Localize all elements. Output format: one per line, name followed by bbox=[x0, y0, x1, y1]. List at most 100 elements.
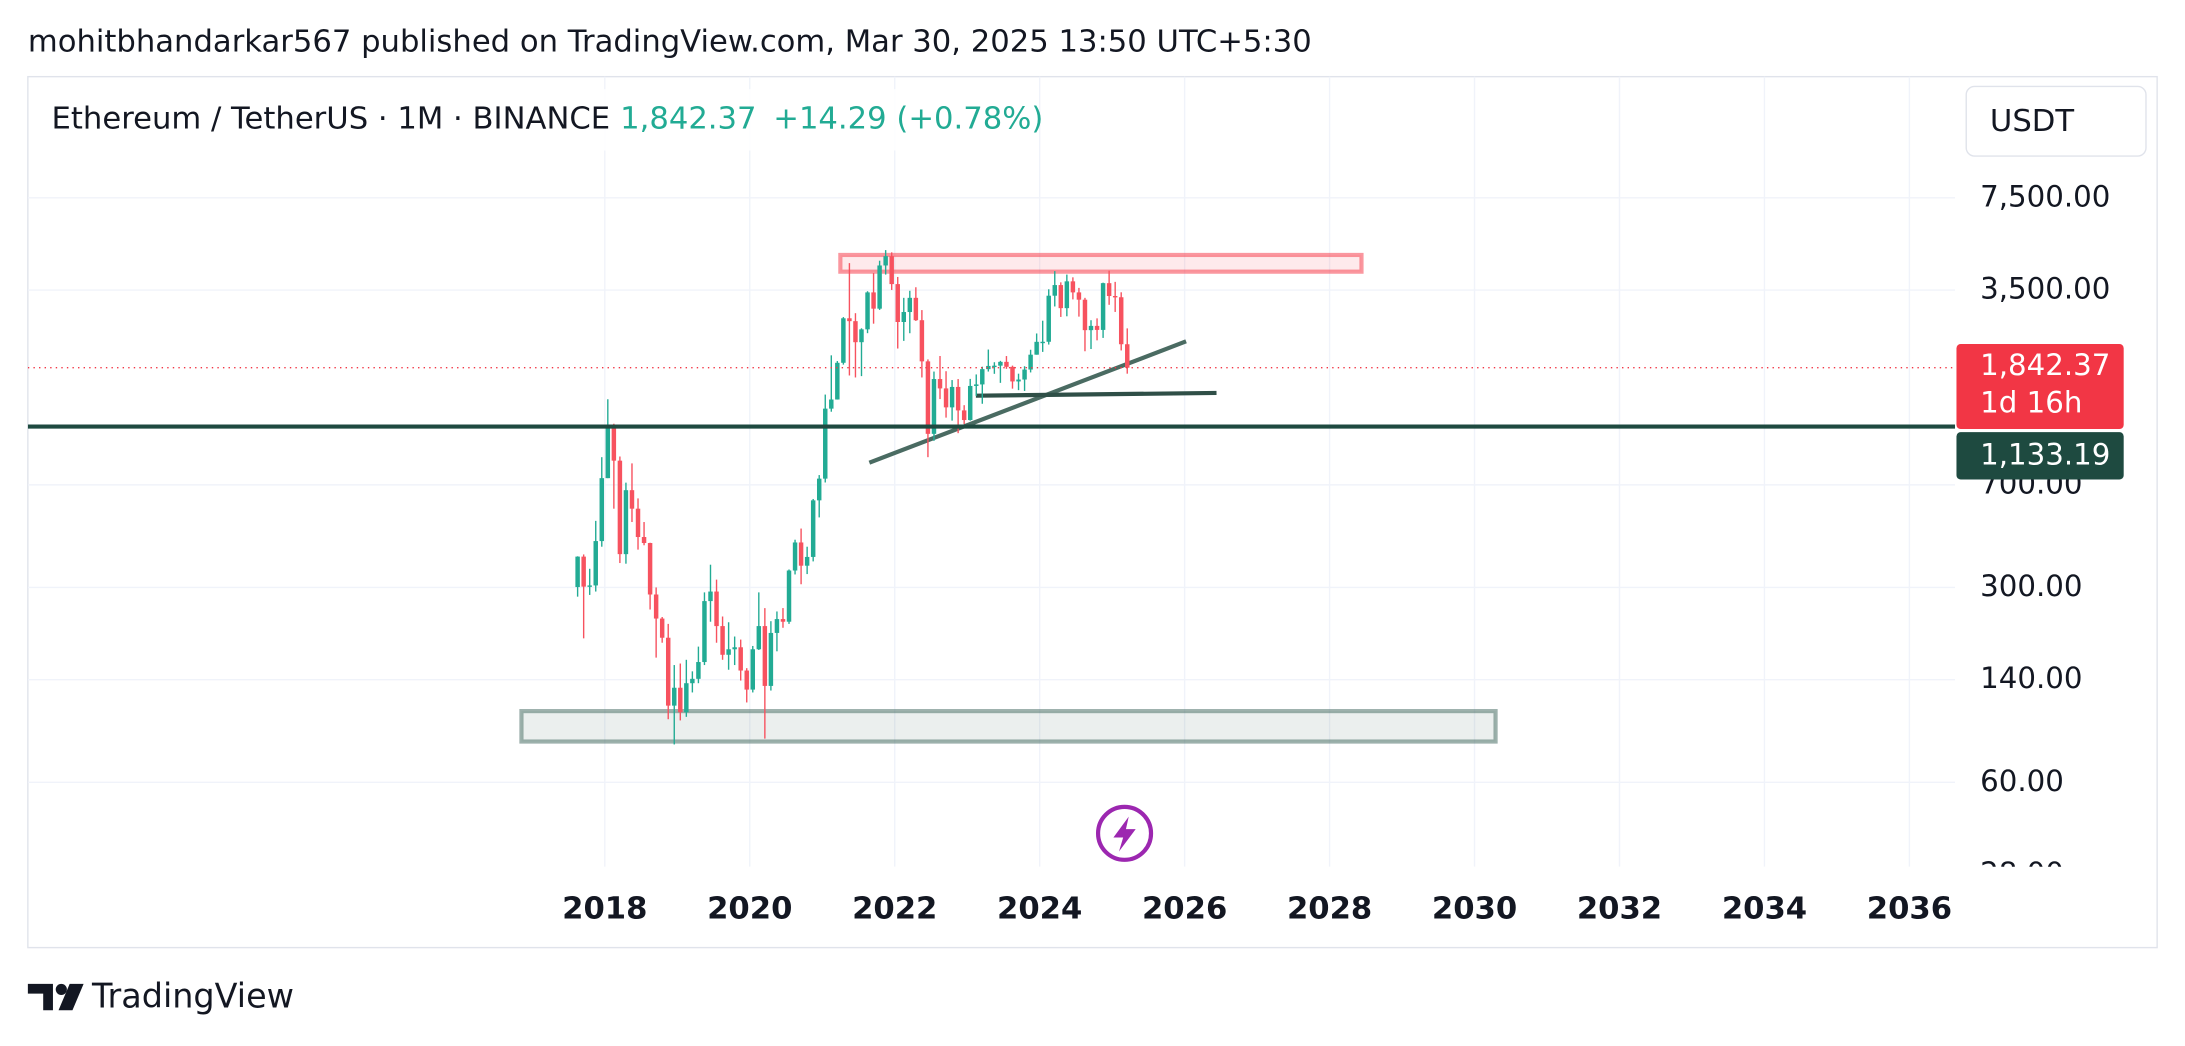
candle-body bbox=[1070, 281, 1076, 293]
candle-body bbox=[768, 632, 774, 686]
candle-body bbox=[605, 427, 611, 479]
candle-body bbox=[1010, 366, 1015, 382]
candle-body bbox=[593, 541, 598, 586]
candle-body bbox=[1016, 379, 1021, 382]
candle-body bbox=[967, 385, 973, 421]
candle-body bbox=[714, 591, 719, 627]
candle-body bbox=[937, 379, 943, 389]
currency[interactable]: USDT bbox=[1990, 104, 2074, 139]
candle-body bbox=[1076, 292, 1082, 300]
candle-body bbox=[599, 478, 605, 542]
candle-body bbox=[1088, 325, 1094, 331]
price-change: +14.29 (+0.78%) bbox=[773, 101, 1043, 136]
candle-body bbox=[792, 542, 798, 571]
chart-frame bbox=[27, 75, 2158, 949]
candle-body bbox=[665, 637, 671, 706]
candle-body bbox=[798, 542, 804, 566]
x-tick-label: 2020 bbox=[707, 891, 792, 926]
x-tick-label: 2032 bbox=[1577, 891, 1662, 926]
x-tick-label: 2034 bbox=[1722, 891, 1807, 926]
candle-body bbox=[1040, 341, 1045, 344]
candle-body bbox=[877, 265, 882, 309]
candle-body bbox=[1028, 354, 1033, 370]
y-tick-label: 140.00 bbox=[1980, 661, 2082, 695]
x-tick-label: 2022 bbox=[852, 891, 937, 926]
candle-body bbox=[1022, 369, 1027, 380]
candle-body bbox=[841, 318, 846, 363]
candle-body bbox=[1106, 283, 1112, 297]
candle-body bbox=[943, 388, 949, 408]
candle-body bbox=[998, 361, 1003, 366]
currency-button[interactable] bbox=[1965, 85, 2147, 157]
candle-body bbox=[992, 365, 997, 368]
price-tag bbox=[1956, 344, 2124, 430]
candle-body bbox=[629, 490, 635, 509]
candle-body bbox=[925, 361, 931, 434]
x-tick-label: 2024 bbox=[997, 891, 1082, 926]
candle-body bbox=[575, 556, 580, 588]
candle-body bbox=[720, 626, 725, 655]
x-tick-label: 2030 bbox=[1432, 891, 1517, 926]
price-tag-label: 1,842.37 bbox=[1980, 348, 2110, 382]
last-price: 1,842.37 bbox=[620, 101, 756, 136]
candle-body bbox=[829, 399, 834, 409]
candle-body bbox=[635, 508, 641, 538]
candle-body bbox=[732, 647, 737, 650]
candle-body bbox=[816, 478, 822, 501]
y-tick-label: 28.00 bbox=[1980, 856, 2064, 890]
candle-body bbox=[780, 619, 786, 622]
candle-body bbox=[986, 365, 991, 370]
candle-body bbox=[804, 556, 810, 566]
candle-body bbox=[1082, 299, 1088, 331]
candle-body bbox=[1118, 297, 1124, 345]
candle-body bbox=[913, 297, 919, 321]
candle-body bbox=[653, 594, 659, 619]
candle-body bbox=[955, 386, 961, 411]
candle-body bbox=[690, 678, 695, 684]
candle-body bbox=[853, 321, 858, 343]
candle-body bbox=[756, 626, 762, 650]
candle-body bbox=[810, 500, 816, 557]
y-tick-label: 60.00 bbox=[1980, 764, 2064, 798]
candle-body bbox=[865, 292, 870, 330]
candle-body bbox=[859, 329, 864, 343]
lightning-icon[interactable] bbox=[1095, 804, 1154, 862]
candle-body bbox=[623, 490, 629, 555]
candle-body bbox=[1100, 283, 1106, 330]
y-tick-label: 3,500.00 bbox=[1980, 272, 2110, 306]
candle-body bbox=[1058, 285, 1064, 309]
candle-body bbox=[1052, 285, 1057, 296]
candle-body bbox=[1094, 325, 1100, 330]
candle-body bbox=[907, 297, 913, 313]
x-tick-label: 2028 bbox=[1287, 891, 1372, 926]
candle-body bbox=[847, 318, 852, 322]
candle-body bbox=[1004, 361, 1009, 367]
candle-body bbox=[1112, 296, 1118, 298]
trend-line bbox=[868, 339, 1187, 465]
x-tick-label: 2026 bbox=[1142, 891, 1227, 926]
candle-body bbox=[774, 619, 780, 633]
candle-body bbox=[726, 649, 731, 655]
grid bbox=[27, 76, 1956, 867]
y-tick-label: 300.00 bbox=[1980, 569, 2082, 603]
candle-body bbox=[744, 670, 749, 690]
zone-rect bbox=[838, 252, 1364, 274]
candle-body bbox=[949, 386, 955, 408]
countdown: 1d 16h bbox=[1980, 385, 2082, 419]
candle-body bbox=[617, 460, 623, 555]
time-axis: 2018 2020 2022 2024 2026 2028 2030 2032 2034 2036 bbox=[562, 891, 1952, 926]
candle-body bbox=[647, 543, 653, 595]
candle-body bbox=[901, 312, 907, 323]
candle-body bbox=[641, 537, 647, 544]
candle-body bbox=[871, 292, 876, 309]
candle-body bbox=[611, 427, 617, 461]
candle-body bbox=[883, 256, 888, 266]
candle-body bbox=[696, 662, 701, 679]
plot-area bbox=[27, 250, 1956, 745]
candle-body bbox=[931, 379, 937, 434]
legend-bg bbox=[41, 89, 1032, 151]
y-tick-label: 7,500.00 bbox=[1980, 179, 2110, 213]
candle-body bbox=[762, 626, 768, 686]
